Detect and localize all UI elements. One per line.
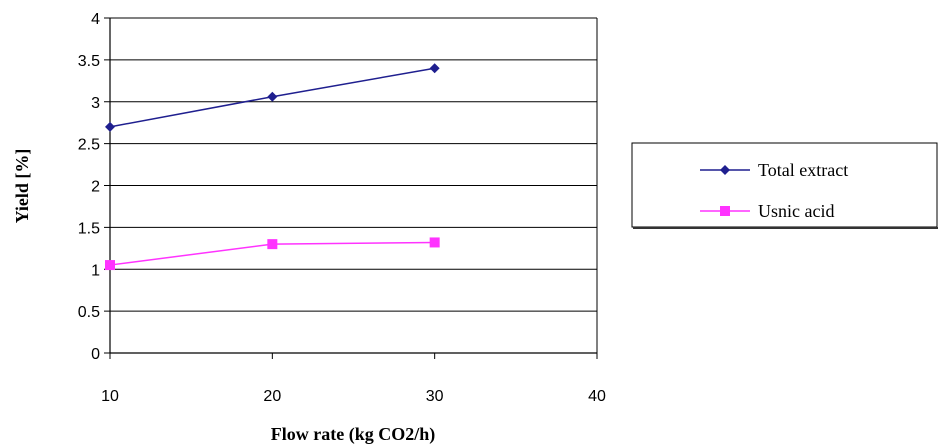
grid-lines: [110, 17, 597, 312]
y-tick-label-2: 1: [91, 262, 100, 279]
x-tick-label-2: 30: [426, 388, 444, 405]
y-tick-label-4: 2: [91, 179, 100, 196]
legend-label-0: Total extract: [758, 160, 848, 180]
data-point-0-1: [267, 91, 278, 102]
y-tick-label-7: 3.5: [78, 53, 100, 70]
y-axis-label: Yield [%]: [12, 149, 32, 224]
data-point-0-2: [429, 63, 440, 74]
data-point-1-1: [267, 239, 278, 250]
y-tick-label-3: 1.5: [78, 220, 100, 237]
y-tick-label-8: 4: [91, 11, 100, 28]
y-tick-label-5: 2.5: [78, 137, 100, 154]
y-tick-label-1: 0.5: [78, 304, 100, 321]
legend-label-1: Usnic acid: [758, 201, 834, 221]
x-tick-label-0: 10: [101, 388, 119, 405]
series-0: [105, 63, 440, 132]
series-group: [105, 63, 440, 271]
legend-marker-1: [720, 206, 730, 216]
x-axis-label: Flow rate (kg CO2/h): [271, 424, 435, 445]
x-tick-label-1: 20: [263, 388, 281, 405]
data-point-1-2: [429, 237, 440, 248]
y-tick-label-0: 0: [91, 346, 100, 363]
legend-marker-0: [720, 165, 730, 175]
y-tick-labels: 0 0.5 1 1.5 2 2.5 3 3.5 4: [78, 11, 100, 363]
y-tick-label-6: 3: [91, 95, 100, 112]
axes: [104, 17, 598, 359]
series-1: [105, 237, 440, 271]
x-tick-label-3: 40: [588, 388, 606, 405]
x-tick-labels: 10 20 30 40: [101, 388, 606, 405]
legend: Total extract Usnic acid: [631, 142, 938, 229]
data-point-1-0: [105, 260, 115, 271]
legend-box-shadow: [633, 227, 938, 229]
data-point-0-0: [105, 121, 115, 132]
